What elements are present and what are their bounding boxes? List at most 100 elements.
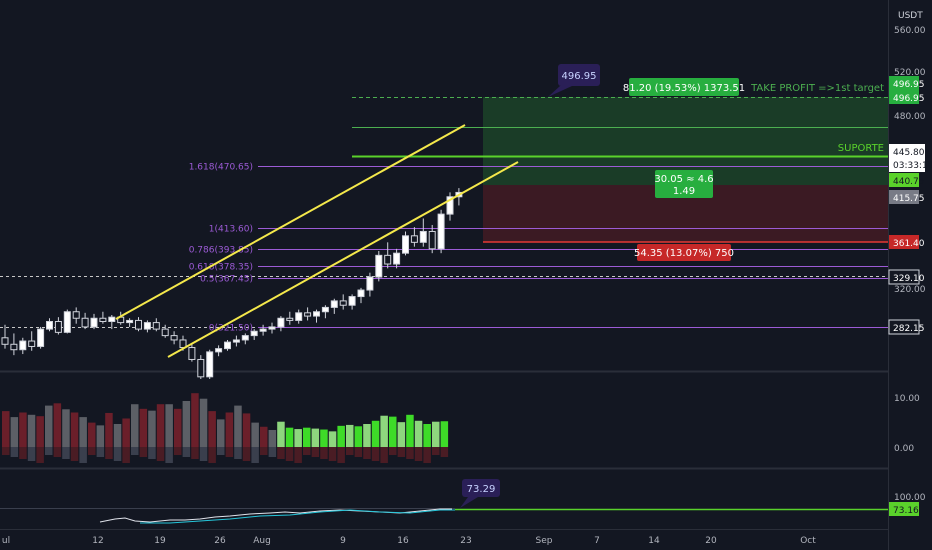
candle bbox=[446, 196, 454, 215]
last-price-text: 445.80 bbox=[893, 148, 925, 158]
volume-bar-negative bbox=[96, 447, 105, 457]
volume-bar bbox=[234, 405, 242, 447]
take-profit-box[interactable] bbox=[629, 78, 739, 96]
candle bbox=[143, 322, 151, 330]
price-tag-282 bbox=[888, 319, 920, 335]
x-tick-label: 26 bbox=[214, 536, 226, 546]
volume-bar bbox=[303, 427, 311, 447]
volume-bar-negative bbox=[389, 447, 397, 455]
candle bbox=[375, 254, 383, 278]
volume-bar-negative bbox=[122, 447, 130, 463]
candle bbox=[1, 337, 9, 345]
volume-bar-negative bbox=[320, 447, 328, 459]
volume-bar-negative bbox=[27, 447, 36, 461]
y-tick-520: 520.00 bbox=[894, 68, 926, 78]
volume-bar bbox=[139, 408, 148, 447]
volume-bar bbox=[225, 412, 234, 447]
stop-box[interactable] bbox=[637, 244, 731, 261]
volume-bar-negative bbox=[354, 447, 363, 457]
volume-tick-10: 10.00 bbox=[894, 394, 920, 404]
volume-bar bbox=[260, 426, 268, 447]
rsi-value-tag bbox=[889, 502, 919, 516]
candle bbox=[46, 321, 53, 330]
volume-bar-negative bbox=[346, 447, 354, 455]
x-tick-label: 7 bbox=[594, 536, 600, 546]
volume-bar-negative bbox=[70, 447, 79, 461]
volume-bar-negative bbox=[406, 447, 414, 459]
channel-lower-line[interactable] bbox=[167, 161, 519, 358]
volume-bar-negative bbox=[380, 447, 388, 463]
volume-bar bbox=[165, 404, 173, 447]
channel-upper-line[interactable] bbox=[115, 124, 466, 320]
volume-bar bbox=[423, 424, 431, 447]
currency-label: USDT bbox=[898, 11, 923, 21]
y-tick-480: 480.00 bbox=[894, 112, 926, 122]
volume-bar-negative bbox=[225, 447, 234, 457]
target-callout[interactable] bbox=[558, 64, 600, 86]
volume-bar bbox=[208, 411, 216, 447]
volume-bar-negative bbox=[36, 447, 44, 463]
last-price-tag bbox=[889, 144, 925, 172]
price-tag-329 bbox=[888, 269, 920, 285]
volume-bar-negative bbox=[10, 447, 19, 457]
volume-bar bbox=[156, 404, 165, 447]
candle bbox=[286, 317, 294, 321]
risk-reward-line-1: 30.05 ≈ 4.6 bbox=[654, 174, 713, 185]
volume-bar bbox=[389, 416, 397, 447]
volume-bar-negative bbox=[260, 447, 268, 455]
volume-bar bbox=[182, 401, 191, 447]
volume-bar bbox=[2, 411, 10, 447]
volume-bar-negative bbox=[2, 447, 10, 455]
volume-bar bbox=[199, 398, 208, 447]
volume-bar-negative bbox=[79, 447, 87, 463]
volume-bar-negative bbox=[285, 447, 294, 461]
candle bbox=[313, 311, 320, 317]
volume-bar bbox=[380, 415, 388, 447]
volume-bar-negative bbox=[251, 447, 259, 463]
target-callout-text: 496.95 bbox=[562, 71, 597, 82]
x-tick-label: 12 bbox=[92, 536, 103, 546]
candle bbox=[224, 341, 231, 350]
candle bbox=[19, 340, 27, 351]
candle bbox=[393, 252, 401, 265]
rsi-callout-text: 73.29 bbox=[467, 484, 496, 495]
candle bbox=[215, 348, 223, 353]
volume-bar bbox=[371, 420, 380, 447]
candle bbox=[241, 335, 249, 341]
volume-bar bbox=[268, 429, 277, 447]
rsi-value-tag-text: 73.16 bbox=[893, 506, 919, 516]
volume-bar-negative bbox=[414, 447, 423, 461]
volume-bar-negative bbox=[277, 447, 285, 459]
rsi-callout[interactable] bbox=[462, 479, 500, 497]
fibonacci-levels[interactable]: 1.618(470.65) 1(413.60) 0.786(393.85) 0.618… bbox=[189, 163, 888, 334]
candle bbox=[437, 213, 445, 250]
volume-bar bbox=[346, 424, 354, 447]
volume-bar bbox=[79, 417, 87, 447]
candle bbox=[126, 319, 134, 324]
x-tick-label: 19 bbox=[154, 536, 166, 546]
candle bbox=[232, 339, 240, 343]
fib-label-1: 1(413.60) bbox=[209, 225, 253, 235]
volume-bar bbox=[148, 410, 156, 447]
candle bbox=[419, 230, 427, 243]
candle bbox=[268, 326, 276, 330]
volume-bar-negative bbox=[45, 447, 53, 455]
rsi-callout-pointer bbox=[460, 497, 478, 508]
volume-bar bbox=[96, 425, 105, 447]
volume-bar bbox=[432, 421, 440, 447]
time-axis: ul 12 19 26 Aug 9 16 23 Sep 7 14 20 Oct bbox=[2, 536, 816, 546]
candles bbox=[1, 188, 463, 379]
candle bbox=[295, 312, 303, 321]
candle bbox=[197, 358, 205, 378]
volume-bar-negative bbox=[217, 447, 225, 455]
risk-reward-box[interactable] bbox=[655, 170, 713, 198]
candle bbox=[188, 347, 196, 360]
volume-bar-negative bbox=[165, 447, 173, 463]
volume-bar-negative bbox=[105, 447, 113, 459]
x-tick-label: ul bbox=[2, 536, 10, 546]
volume-bar-negative bbox=[363, 447, 371, 459]
volume-bar bbox=[363, 424, 371, 447]
volume-bar-negative bbox=[174, 447, 182, 455]
price-tag-415-text: 415.75 bbox=[893, 194, 925, 204]
